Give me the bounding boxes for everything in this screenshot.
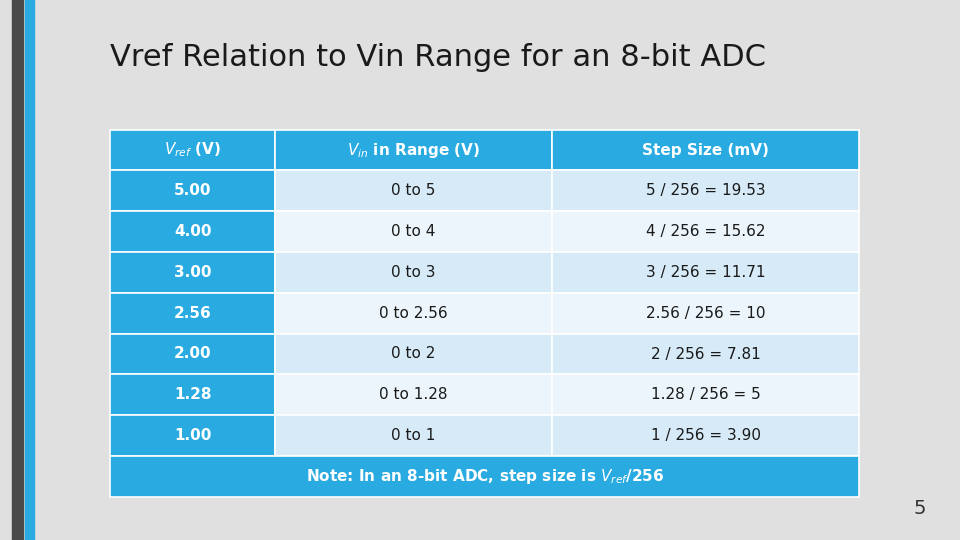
Text: 0 to 2: 0 to 2 — [392, 347, 436, 361]
Bar — [552, 211, 859, 252]
Text: Vref Relation to Vin Range for an 8-bit ADC: Vref Relation to Vin Range for an 8-bit … — [110, 43, 766, 72]
Bar — [552, 415, 859, 456]
Bar — [110, 334, 276, 374]
Bar — [552, 334, 859, 374]
Text: 5 / 256 = 19.53: 5 / 256 = 19.53 — [646, 183, 765, 198]
Text: 0 to 5: 0 to 5 — [392, 183, 436, 198]
Text: 0 to 3: 0 to 3 — [392, 265, 436, 280]
Text: 4 / 256 = 15.62: 4 / 256 = 15.62 — [646, 224, 765, 239]
Text: 3 / 256 = 11.71: 3 / 256 = 11.71 — [646, 265, 765, 280]
Bar — [110, 415, 276, 456]
Text: 3.00: 3.00 — [174, 265, 211, 280]
Text: 0 to 2.56: 0 to 2.56 — [379, 306, 448, 321]
Text: 1.28 / 256 = 5: 1.28 / 256 = 5 — [651, 387, 760, 402]
Text: 2 / 256 = 7.81: 2 / 256 = 7.81 — [651, 347, 760, 361]
Bar — [110, 374, 276, 415]
Bar — [276, 415, 552, 456]
Bar — [110, 211, 276, 252]
Bar — [276, 130, 552, 171]
Text: $V_{in}$ in Range (V): $V_{in}$ in Range (V) — [348, 140, 480, 159]
Text: 2.56 / 256 = 10: 2.56 / 256 = 10 — [646, 306, 765, 321]
Bar — [552, 171, 859, 211]
Bar — [110, 171, 276, 211]
Bar — [552, 374, 859, 415]
Text: 5: 5 — [914, 500, 926, 518]
Bar — [110, 252, 276, 293]
Bar — [276, 334, 552, 374]
Text: Step Size (mV): Step Size (mV) — [642, 143, 769, 158]
Bar — [276, 293, 552, 334]
Bar — [552, 130, 859, 171]
Text: 4.00: 4.00 — [174, 224, 211, 239]
Text: 1.28: 1.28 — [174, 387, 211, 402]
Bar — [276, 171, 552, 211]
Text: $V_{ref}$ (V): $V_{ref}$ (V) — [164, 140, 222, 159]
Text: 2.00: 2.00 — [174, 347, 211, 361]
Text: 2.56: 2.56 — [174, 306, 211, 321]
Bar — [276, 252, 552, 293]
Text: 0 to 1.28: 0 to 1.28 — [379, 387, 448, 402]
Text: 1.00: 1.00 — [174, 428, 211, 443]
Text: 1 / 256 = 3.90: 1 / 256 = 3.90 — [651, 428, 760, 443]
Bar — [110, 130, 276, 171]
Bar — [552, 252, 859, 293]
Bar — [276, 374, 552, 415]
Text: 0 to 1: 0 to 1 — [392, 428, 436, 443]
Bar — [110, 456, 859, 497]
Text: 0 to 4: 0 to 4 — [392, 224, 436, 239]
Text: Note: In an 8-bit ADC, step size is $V_{ref}$/256: Note: In an 8-bit ADC, step size is $V_{… — [305, 467, 664, 486]
Text: 5.00: 5.00 — [174, 183, 211, 198]
Bar — [552, 293, 859, 334]
Bar — [110, 293, 276, 334]
Bar — [276, 211, 552, 252]
